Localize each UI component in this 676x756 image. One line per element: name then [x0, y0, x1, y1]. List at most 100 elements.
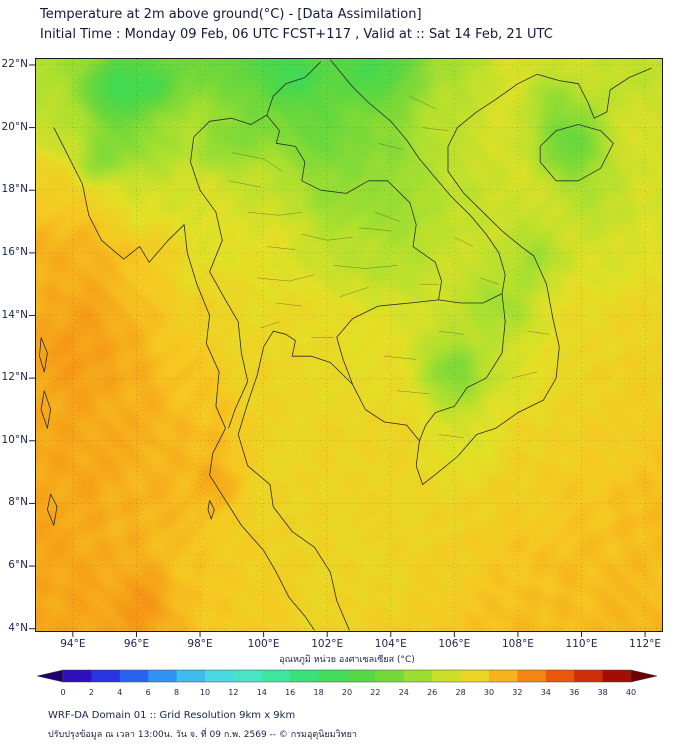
- province-border-line: [333, 265, 398, 269]
- colorbar-tick-label: 2: [89, 688, 94, 697]
- province-border-line: [397, 390, 429, 395]
- coastline-border-line: [336, 299, 439, 385]
- colorbar-tick-label: 24: [399, 688, 409, 697]
- lat-tick-label: 18°N: [1, 183, 28, 196]
- colorbar-segment: [545, 670, 575, 682]
- coastline-border-line: [47, 493, 58, 526]
- coastline-border-line: [419, 293, 506, 441]
- colorbar-right-arrow: [630, 669, 657, 683]
- lon-tick-label: 102°E: [311, 638, 344, 650]
- colorbar-tick-label: 6: [146, 688, 151, 697]
- colorbar-segment: [347, 670, 376, 682]
- coastline-border-line: [193, 61, 322, 138]
- lon-tick-label: 104°E: [374, 638, 407, 650]
- lon-tick-label: 100°E: [247, 638, 280, 650]
- colorbar-tick-label: 28: [456, 688, 466, 697]
- province-border-line: [454, 236, 474, 247]
- coastline-border-line: [536, 67, 652, 119]
- province-border-line: [276, 302, 302, 307]
- colorbar-tick-label: 8: [174, 688, 179, 697]
- lat-tick-label: 22°N: [1, 57, 28, 70]
- coastline-border-line: [330, 59, 506, 294]
- province-border-line: [358, 227, 391, 232]
- colorbar-segment: [574, 670, 604, 682]
- coastline-border-line: [190, 136, 249, 429]
- province-border-line: [339, 287, 369, 297]
- colorbar-segment: [91, 670, 121, 682]
- colorbar-tick-label: 36: [569, 688, 579, 697]
- coastline-border-line: [237, 73, 560, 631]
- coastline-border-line: [207, 500, 215, 520]
- colorbar-tick-label: 18: [314, 688, 324, 697]
- province-border-line: [260, 321, 280, 329]
- province-border-line: [266, 246, 296, 250]
- colorbar-tick-label: 16: [285, 688, 295, 697]
- lat-tick-label: 14°N: [1, 308, 28, 321]
- coastline-border-line: [39, 337, 48, 373]
- province-border-line: [378, 143, 404, 150]
- coastline-border-line: [438, 293, 503, 304]
- coastline-border-line: [53, 127, 315, 631]
- lon-tick-label: 96°E: [123, 638, 150, 650]
- colorbar-segment: [261, 670, 291, 682]
- temperature-field-canvas: [36, 59, 662, 631]
- colorbar-segment: [403, 670, 433, 682]
- lat-tick-label: 20°N: [1, 120, 28, 133]
- colorbar-segment: [290, 670, 320, 682]
- lat-tick-label: 12°N: [1, 371, 28, 384]
- colorbar-tick-label: 4: [117, 688, 122, 697]
- footer-update-info: ปรับปรุงข้อมูล ณ เวลา 13:00น. วัน จ. ที่…: [48, 730, 357, 740]
- colorbar-segment: [489, 670, 518, 682]
- colorbar-segment: [176, 670, 206, 682]
- lon-tick-label: 98°E: [187, 638, 213, 650]
- lat-tick-label: 8°N: [8, 496, 28, 509]
- lat-tick-label: 10°N: [1, 433, 28, 446]
- colorbar-segment: [318, 670, 348, 682]
- coastline-border-line: [266, 114, 442, 300]
- colorbar-segment: [432, 670, 462, 682]
- province-border-line: [409, 96, 436, 110]
- lat-tick-label: 6°N: [8, 559, 28, 572]
- province-border-line: [479, 277, 499, 285]
- lat-tick-label: 4°N: [8, 621, 28, 634]
- colorbar-left-arrow: [37, 669, 64, 683]
- colorbar-tick-label: 14: [257, 688, 267, 697]
- province-border-line: [511, 371, 538, 379]
- temperature-map: 22°N 20°N 18°N 16°N 14°N 12°N 10°N 8°N 6°N 4°N 94…: [2, 58, 663, 650]
- province-border-line: [527, 330, 550, 335]
- colorbar-tick-label: 20: [342, 688, 352, 697]
- colorbar-tick-label: 12: [228, 688, 238, 697]
- colorbar-tick-label: 10: [200, 688, 210, 697]
- colorbar-tick-label: 22: [370, 688, 380, 697]
- province-border-line: [438, 330, 464, 335]
- province-border-line: [374, 211, 401, 222]
- coastline-border-line: [40, 390, 51, 429]
- lon-tick-label: 94°E: [60, 638, 86, 650]
- lon-tick-label: 108°E: [501, 638, 534, 650]
- colorbar-segment: [205, 670, 234, 682]
- colorbar-segment: [233, 670, 263, 682]
- lon-tick-label: 106°E: [438, 638, 471, 650]
- province-border-line: [247, 211, 302, 216]
- province-border-line: [231, 152, 283, 172]
- colorbar-segment: [460, 670, 490, 682]
- colorbar-tick-label: 0: [60, 688, 65, 697]
- colorbar: 0 2 4 6 8 10 12 14 16 18 20 22 24 26 28 30 32 34 36 38 40: [37, 669, 657, 697]
- colorbar-segment: [517, 670, 547, 682]
- map-subtitle: Initial Time : Monday 09 Feb, 06 UTC FCS…: [40, 27, 553, 42]
- colorbar-tick-label: 34: [541, 688, 551, 697]
- province-border-line: [257, 274, 315, 282]
- colorbar-segment: [63, 670, 92, 682]
- colorbar-tick-label: 40: [626, 688, 636, 697]
- colorbar-label: อุณหภูมิ หน่วย องศาเซลเซียส (°C): [279, 655, 415, 665]
- colorbar-tick-label: 38: [598, 688, 608, 697]
- lat-tick-label: 16°N: [1, 245, 28, 258]
- colorbar-segment: [119, 670, 149, 682]
- province-border-line: [422, 127, 449, 131]
- colorbar-tick-label: 26: [427, 688, 437, 697]
- province-border-line: [228, 180, 261, 188]
- colorbar-tick-label: 30: [484, 688, 494, 697]
- colorbar-tick-label: 32: [512, 688, 522, 697]
- province-border-line: [438, 434, 464, 438]
